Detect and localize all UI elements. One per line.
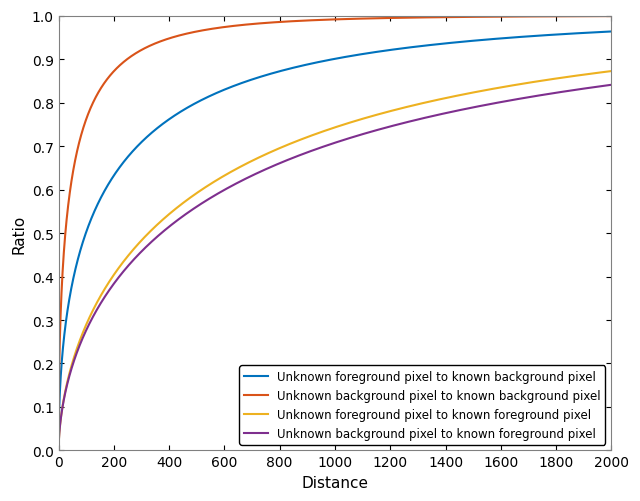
Unknown foreground pixel to known foreground pixel xyxy=(155,220,163,226)
X-axis label: Distance: Distance xyxy=(301,475,369,490)
Unknown background pixel to known background pixel xyxy=(387,16,394,22)
Line: Unknown foreground pixel to known foreground pixel: Unknown foreground pixel to known foregr… xyxy=(58,72,611,450)
Line: Unknown foreground pixel to known background pixel: Unknown foreground pixel to known backgr… xyxy=(58,33,611,450)
Unknown foreground pixel to known background pixel xyxy=(155,125,163,131)
Unknown background pixel to known foreground pixel xyxy=(414,117,422,123)
Unknown background pixel to known background pixel xyxy=(155,40,163,46)
Unknown foreground pixel to known background pixel xyxy=(387,48,394,54)
Unknown foreground pixel to known background pixel xyxy=(467,39,475,45)
Unknown background pixel to known foreground pixel xyxy=(54,447,62,453)
Legend: Unknown foreground pixel to known background pixel, Unknown background pixel to : Unknown foreground pixel to known backgr… xyxy=(239,366,605,445)
Unknown foreground pixel to known background pixel xyxy=(266,72,274,78)
Line: Unknown background pixel to known foreground pixel: Unknown background pixel to known foregr… xyxy=(58,86,611,450)
Unknown background pixel to known foreground pixel xyxy=(387,124,394,130)
Unknown foreground pixel to known background pixel xyxy=(54,447,62,453)
Unknown foreground pixel to known background pixel xyxy=(607,30,615,36)
Unknown background pixel to known background pixel xyxy=(467,15,475,21)
Unknown background pixel to known foreground pixel xyxy=(467,106,475,112)
Unknown foreground pixel to known foreground pixel xyxy=(387,109,394,115)
Unknown background pixel to known background pixel xyxy=(509,15,517,21)
Unknown background pixel to known foreground pixel xyxy=(607,83,615,89)
Unknown background pixel to known background pixel xyxy=(54,447,62,453)
Unknown foreground pixel to known foreground pixel xyxy=(414,102,422,108)
Unknown foreground pixel to known foreground pixel xyxy=(467,91,475,97)
Unknown background pixel to known background pixel xyxy=(266,21,274,27)
Unknown foreground pixel to known foreground pixel xyxy=(509,83,517,89)
Unknown background pixel to known background pixel xyxy=(414,16,422,22)
Unknown foreground pixel to known foreground pixel xyxy=(54,447,62,453)
Unknown foreground pixel to known foreground pixel xyxy=(607,69,615,75)
Line: Unknown background pixel to known background pixel: Unknown background pixel to known backgr… xyxy=(58,17,611,450)
Unknown background pixel to known foreground pixel xyxy=(155,232,163,238)
Unknown foreground pixel to known background pixel xyxy=(414,44,422,50)
Y-axis label: Ratio: Ratio xyxy=(11,214,26,253)
Unknown background pixel to known foreground pixel xyxy=(266,165,274,171)
Unknown background pixel to known foreground pixel xyxy=(509,98,517,104)
Unknown foreground pixel to known background pixel xyxy=(509,36,517,42)
Unknown background pixel to known background pixel xyxy=(607,14,615,20)
Unknown foreground pixel to known foreground pixel xyxy=(266,150,274,156)
